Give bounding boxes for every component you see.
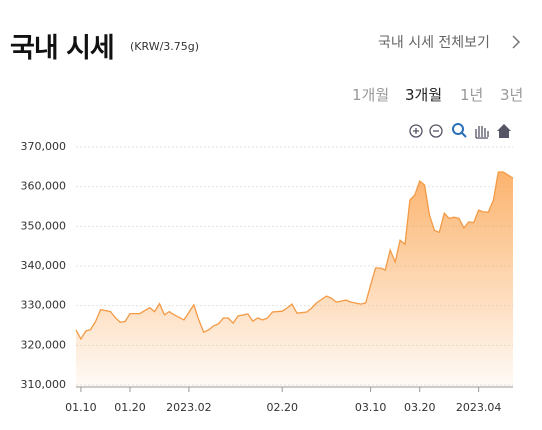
x-tick-label: 01.20 [114,401,146,414]
period-tab-active[interactable]: 3개월 [405,86,443,104]
price-line [75,171,514,341]
x-tick-label: 2023.04 [456,401,502,414]
title: 국내 시세 [10,33,115,64]
reset-icon[interactable] [497,124,511,138]
y-tick-label: 330,000 [21,299,67,312]
y-tick-label: 370,000 [21,140,67,153]
zoom-select-icon[interactable] [452,123,467,138]
x-tick-label: 2023.02 [166,401,212,414]
unit: (KRW/3.75g) [130,40,200,53]
period-tab[interactable]: 1개월 [352,86,390,104]
price-area [76,172,513,387]
y-tick-label: 340,000 [21,259,67,272]
y-tick-label: 360,000 [21,180,67,193]
y-tick-label: 350,000 [21,219,67,232]
x-tick-label: 03.20 [404,401,436,414]
pan-icon[interactable] [475,126,489,139]
period-tab[interactable]: 3년 [500,86,524,104]
x-tick-label: 01.10 [65,401,97,414]
view-all-link[interactable]: 국내 시세 전체보기 [378,35,490,51]
zoom-in-icon[interactable] [409,124,423,138]
y-tick-label: 310,000 [21,378,67,391]
x-tick-label: 02.20 [266,401,298,414]
chevron-icon[interactable] [511,35,521,49]
x-tick-label: 03.10 [355,401,387,414]
period-tab[interactable]: 1년 [460,86,484,104]
zoom-out-icon[interactable] [429,124,443,138]
y-tick-label: 320,000 [21,338,67,351]
chart-toolbar [409,123,511,139]
